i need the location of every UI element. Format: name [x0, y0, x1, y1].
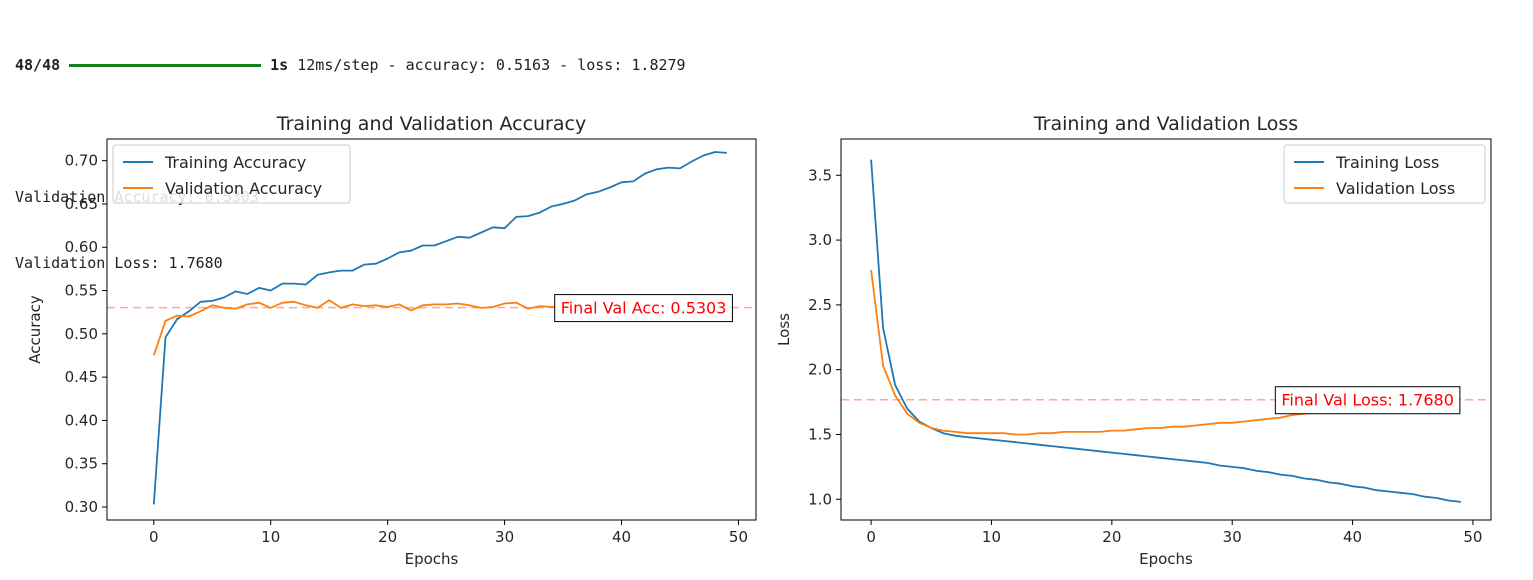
legend-box [112, 144, 351, 204]
x-tick-label: 20 [378, 528, 397, 546]
y-tick-label: 0.45 [65, 368, 98, 386]
legend-label: Training Loss [1335, 153, 1439, 172]
legend-label: Validation Accuracy [165, 179, 322, 198]
chart-title: Training and Validation Loss [1033, 113, 1298, 135]
x-tick-label: 30 [495, 528, 514, 546]
x-axis-label: Epochs [405, 550, 459, 568]
legend-box [1283, 144, 1486, 204]
figure-canvas: 0 10 20 30 40 50 0.30 0.35 0.40 0.45 0.50 0.55 0.60 0… [26, 113, 1492, 568]
legend-label: Training Accuracy [164, 153, 306, 172]
annotation-text: Final Val Loss: 1.7680 [1281, 391, 1454, 410]
y-tick-label: 0.30 [65, 498, 98, 516]
y-tick-label: 0.70 [65, 152, 98, 170]
accuracy-chart: 0 10 20 30 40 50 0.30 0.35 0.40 0.45 0.50 0.55 0.60 0… [26, 113, 757, 568]
y-tick-label: 0.65 [65, 195, 98, 213]
x-tick-label: 40 [612, 528, 631, 546]
x-tick-label: 0 [866, 528, 876, 546]
series-line-1 [870, 159, 1461, 503]
annotation-text: Final Val Acc: 0.5303 [561, 299, 727, 318]
y-tick-label: 1.0 [808, 490, 832, 508]
y-axis-label: Accuracy [26, 295, 44, 364]
x-tick-label: 20 [1102, 528, 1121, 546]
x-tick-label: 50 [729, 528, 748, 546]
legend-label: Validation Loss [1336, 179, 1455, 198]
x-tick-label: 50 [1463, 528, 1482, 546]
y-tick-label: 0.35 [65, 455, 98, 473]
y-tick-label: 0.40 [65, 411, 98, 429]
step-metrics: 12ms/step - accuracy: 0.5163 - loss: 1.8… [288, 56, 686, 74]
loss-chart: 0 10 20 30 40 50 1.0 1.5 2.0 2.5 3.0 3.5 Training an… [775, 113, 1492, 568]
y-tick-label: 1.5 [808, 425, 832, 443]
series-line-1 [152, 151, 727, 505]
x-tick-label: 10 [982, 528, 1001, 546]
annotation-box [1274, 386, 1461, 415]
y-axis-label: Loss [775, 313, 793, 346]
y-tick-label: 2.5 [808, 296, 832, 314]
y-tick-label: 0.60 [65, 238, 98, 256]
plot-frame [840, 138, 1492, 521]
step-count: 48/48 [15, 56, 61, 74]
y-tick-label: 0.55 [65, 282, 98, 300]
chart-title: Training and Validation Accuracy [276, 113, 586, 135]
x-tick-label: 40 [1343, 528, 1362, 546]
x-tick-label: 10 [261, 528, 280, 546]
y-tick-label: 3.5 [808, 166, 832, 184]
y-tick-label: 2.0 [808, 361, 832, 379]
validation-loss-line: Validation Loss: 1.7680 [15, 254, 223, 272]
plot-frame [106, 138, 757, 521]
x-tick-label: 30 [1223, 528, 1242, 546]
y-tick-label: 3.0 [808, 231, 832, 249]
x-axis-label: Epochs [1139, 550, 1193, 568]
annotation-box [554, 294, 733, 323]
progress-bar [69, 63, 262, 67]
y-tick-label: 0.50 [65, 325, 98, 343]
progress-bar-fill [69, 63, 262, 67]
training-progress-line: 48/48 1s 12ms/step - accuracy: 0.5163 - … [15, 54, 686, 76]
x-tick-label: 0 [149, 528, 159, 546]
elapsed-time: 1s [270, 56, 289, 74]
